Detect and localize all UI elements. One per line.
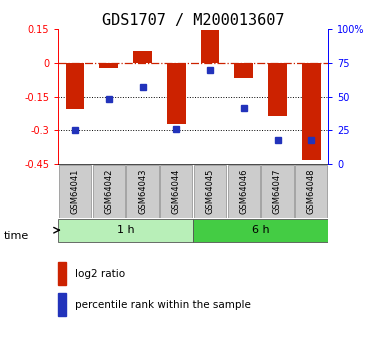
Bar bbox=[167, 63, 186, 124]
FancyBboxPatch shape bbox=[295, 165, 327, 218]
Text: GSM64041: GSM64041 bbox=[70, 168, 80, 214]
Bar bbox=[133, 51, 152, 63]
Text: GSM64042: GSM64042 bbox=[104, 168, 113, 214]
Bar bbox=[268, 63, 287, 116]
Title: GDS1707 / M200013607: GDS1707 / M200013607 bbox=[102, 13, 284, 28]
FancyBboxPatch shape bbox=[59, 165, 91, 218]
FancyBboxPatch shape bbox=[193, 219, 328, 242]
FancyBboxPatch shape bbox=[93, 165, 125, 218]
FancyBboxPatch shape bbox=[160, 165, 192, 218]
Bar bbox=[201, 30, 219, 63]
Bar bbox=[302, 63, 321, 160]
FancyBboxPatch shape bbox=[261, 165, 294, 218]
Text: GSM64046: GSM64046 bbox=[239, 168, 248, 214]
Text: log2 ratio: log2 ratio bbox=[75, 269, 125, 278]
FancyBboxPatch shape bbox=[194, 165, 226, 218]
Text: GSM64043: GSM64043 bbox=[138, 168, 147, 214]
Bar bbox=[66, 63, 84, 109]
FancyBboxPatch shape bbox=[126, 165, 159, 218]
Bar bbox=[99, 63, 118, 68]
Bar bbox=[234, 63, 253, 78]
Text: time: time bbox=[4, 231, 29, 241]
FancyBboxPatch shape bbox=[58, 219, 193, 242]
Text: GSM64048: GSM64048 bbox=[307, 168, 316, 214]
Text: 6 h: 6 h bbox=[252, 225, 269, 235]
Text: percentile rank within the sample: percentile rank within the sample bbox=[75, 300, 251, 309]
Text: GSM64047: GSM64047 bbox=[273, 168, 282, 214]
Text: GSM64045: GSM64045 bbox=[206, 168, 214, 214]
Text: 1 h: 1 h bbox=[117, 225, 134, 235]
FancyBboxPatch shape bbox=[228, 165, 260, 218]
Text: GSM64044: GSM64044 bbox=[172, 168, 181, 214]
